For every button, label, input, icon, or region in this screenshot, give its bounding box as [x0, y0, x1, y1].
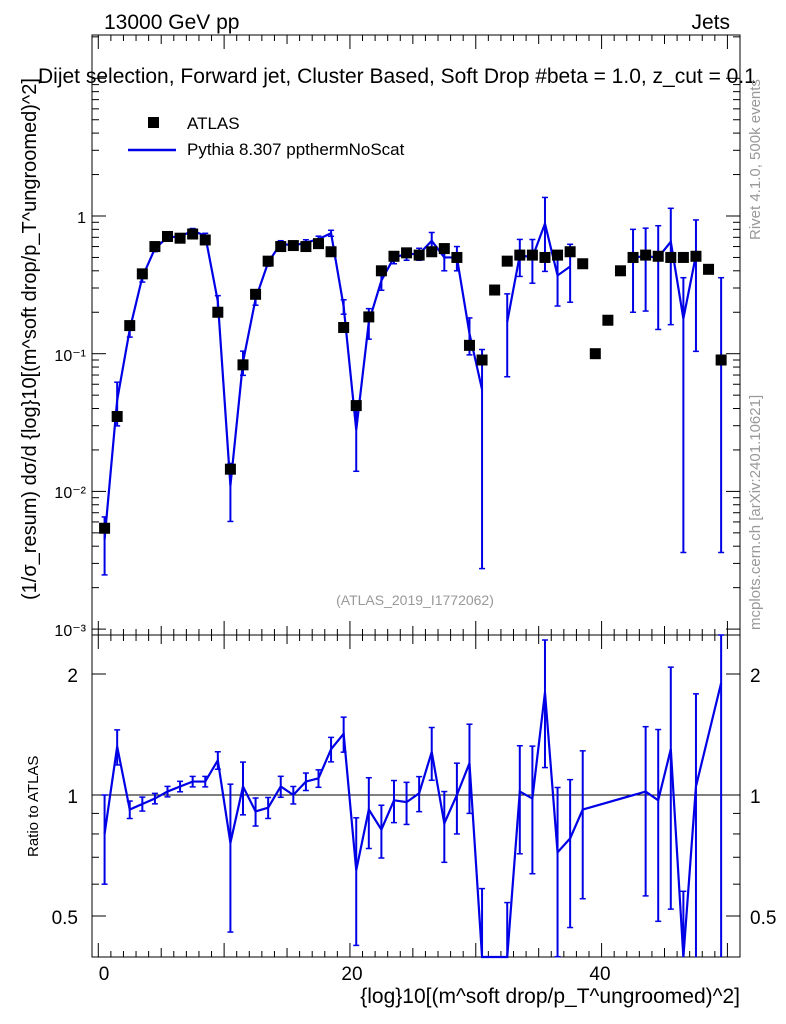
analysis-id: (ATLAS_2019_I1772062): [336, 592, 494, 608]
atlas-data-point: [338, 321, 350, 333]
category-label: Jets: [691, 11, 730, 34]
atlas-data-point: [250, 288, 262, 300]
atlas-data-point: [262, 255, 274, 267]
ratio-plot-frame: [91, 634, 741, 958]
atlas-data-point: [690, 250, 702, 262]
atlas-data-point: [640, 249, 652, 261]
atlas-data-point: [300, 241, 312, 253]
atlas-data-point: [526, 249, 538, 261]
mc-series-line: [506, 219, 571, 323]
atlas-data-point: [401, 247, 413, 259]
ratio-ytick-label-right: 1: [750, 787, 761, 808]
atlas-data-point: [174, 232, 186, 244]
atlas-data-point: [476, 354, 488, 366]
atlas-data-point: [388, 250, 400, 262]
atlas-data-point: [275, 241, 287, 253]
x-tick-label: 40: [589, 964, 610, 985]
atlas-data-point: [514, 249, 526, 261]
atlas-data-point: [489, 284, 501, 296]
atlas-data-point: [136, 268, 148, 280]
atlas-data-point: [614, 265, 626, 277]
atlas-data-point: [602, 314, 614, 326]
energy-label: 13000 GeV pp: [104, 11, 239, 34]
x-tick-label: 20: [341, 964, 362, 985]
atlas-data-point: [589, 348, 601, 360]
atlas-data-point: [149, 241, 161, 253]
atlas-data-point: [161, 230, 173, 242]
atlas-data-point: [187, 228, 199, 240]
atlas-data-point: [665, 251, 677, 263]
ratio-ytick-label-right: 0.5: [750, 908, 776, 929]
atlas-data-point: [552, 249, 564, 261]
atlas-data-point: [501, 255, 513, 267]
ratio-series-line: [103, 682, 723, 959]
legend-data-marker: [148, 117, 159, 128]
atlas-data-point: [451, 251, 463, 263]
atlas-data-point: [426, 246, 438, 258]
atlas-data-point: [564, 246, 576, 258]
atlas-data-point: [577, 258, 589, 270]
ratio-ytick-label-left: 2: [67, 666, 78, 687]
main-ytick-label: 10⁻¹: [54, 348, 86, 365]
ratio-ytick-label-left: 1: [67, 787, 78, 808]
atlas-data-point: [287, 240, 299, 252]
atlas-data-point: [363, 311, 375, 323]
rivet-label: Rivet 4.1.0, 500k events: [747, 79, 764, 240]
atlas-data-point: [677, 251, 689, 263]
main-ylabel: (1/σ_resum) dσ/d {log}10[(m^soft drop/p_…: [19, 78, 41, 600]
legend-mc-label: Pythia 8.307 ppthermNoScat: [187, 140, 405, 159]
ratio-ylabel: Ratio to ATLAS: [25, 756, 42, 857]
x-tick-label: 0: [99, 964, 110, 985]
atlas-data-point: [375, 265, 387, 277]
atlas-data-point: [627, 251, 639, 263]
atlas-data-point: [325, 246, 337, 258]
atlas-data-point: [212, 306, 224, 318]
atlas-data-point: [124, 320, 136, 332]
atlas-data-point: [438, 243, 450, 255]
atlas-data-point: [111, 410, 123, 422]
mc-series-line: [103, 229, 484, 540]
atlas-data-point: [224, 463, 236, 475]
atlas-data-point: [463, 339, 475, 351]
main-ytick-label: 1: [77, 210, 86, 227]
atlas-data-point: [715, 354, 727, 366]
legend-data-label: ATLAS: [187, 114, 240, 133]
atlas-data-point: [237, 359, 249, 371]
atlas-data-point: [312, 238, 324, 250]
atlas-data-point: [99, 522, 111, 534]
x-axis-label: {log}10[(m^soft drop/p_T^ungroomed)^2]: [360, 985, 740, 1008]
atlas-data-point: [350, 400, 362, 412]
main-ytick-label: 10⁻²: [54, 485, 86, 502]
plot-title: Dijet selection, Forward jet, Cluster Ba…: [38, 65, 756, 88]
ratio-ytick-label-right: 2: [750, 666, 761, 687]
atlas-data-point: [413, 249, 425, 261]
ratio-ytick-label-left: 0.5: [52, 908, 78, 929]
atlas-data-point: [703, 263, 715, 275]
mcplots-label: mcplots.cern.ch [arXiv:2401.10621]: [747, 395, 764, 630]
atlas-data-point: [199, 234, 211, 246]
main-ytick-label: 10⁻³: [54, 623, 86, 640]
atlas-data-point: [539, 251, 551, 263]
atlas-data-point: [652, 250, 664, 262]
